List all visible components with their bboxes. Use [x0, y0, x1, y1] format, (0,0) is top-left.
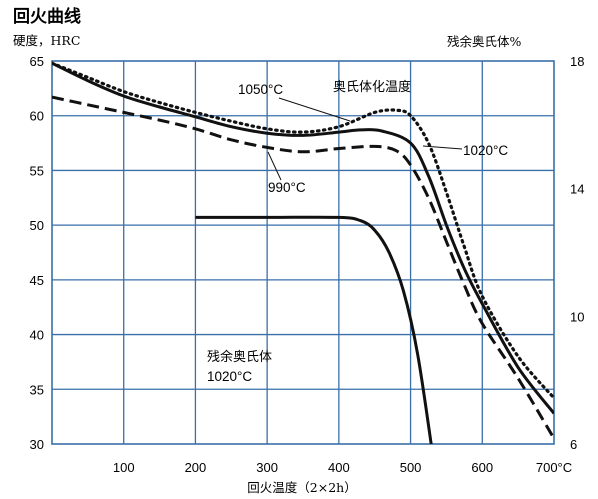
x-tick-label: 200	[185, 460, 207, 475]
x-tick-label: 600	[471, 460, 493, 475]
series-line	[52, 61, 554, 400]
label-retained-temp: 1020°C	[207, 369, 252, 384]
y-right-tick-label: 6	[570, 437, 577, 452]
y-tick-label: 50	[30, 218, 44, 233]
curves	[52, 61, 554, 444]
series-line	[52, 95, 554, 440]
y-axis-title: 硬度，HRC	[13, 33, 80, 48]
x-tick-label: 500	[400, 460, 422, 475]
series-line	[52, 61, 554, 415]
chart-title: 回火曲线	[13, 6, 81, 27]
y-tick-label: 60	[30, 109, 44, 124]
series-line	[195, 215, 433, 444]
y-tick-label: 45	[30, 273, 44, 288]
label-retained-austenite: 残余奥氏体	[207, 349, 272, 365]
x-tick-label: 300	[256, 460, 278, 475]
y-tick-label: 55	[30, 163, 44, 178]
leader-1050	[278, 97, 351, 122]
x-tick-label: 100	[113, 460, 135, 475]
y-right-tick-label: 18	[570, 54, 584, 69]
x-tick-label: 400	[328, 460, 350, 475]
y-tick-label: 65	[30, 54, 44, 69]
x-axis-title: 回火温度（2×2h）	[247, 480, 356, 495]
tick-labels: 100 200 300 400 500 600 700°C 65 60 55 50 45 40 35 30 1…	[30, 54, 585, 475]
leader-990	[267, 151, 282, 181]
label-1050: 1050°C	[238, 82, 283, 97]
x-tick-label: 700°C	[536, 460, 572, 475]
label-990: 990°C	[268, 180, 306, 195]
y-tick-label: 35	[30, 382, 44, 397]
label-1020: 1020°C	[463, 143, 508, 158]
y-right-tick-label: 14	[570, 182, 584, 197]
grid	[51, 60, 555, 445]
y-right-axis-title: 残余奥氏体%	[447, 34, 522, 49]
label-austenitizing: 奥氏体化温度	[333, 79, 411, 95]
y-right-tick-label: 10	[570, 309, 584, 324]
y-tick-label: 40	[30, 328, 44, 343]
plot-frame	[51, 60, 555, 445]
leader-1020	[422, 145, 463, 150]
y-tick-label: 30	[30, 437, 44, 452]
